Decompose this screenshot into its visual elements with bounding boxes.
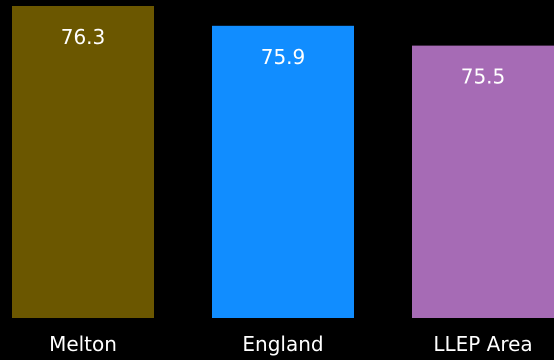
value-label-llep-area: 75.5 (461, 65, 506, 89)
category-label-melton: Melton (49, 332, 117, 356)
category-label-england: England (242, 332, 323, 356)
value-label-england: 75.9 (261, 45, 306, 69)
bar-melton (12, 6, 154, 318)
bar-england (212, 26, 354, 318)
category-label-llep-area: LLEP Area (433, 332, 532, 356)
category-labels-layer: Melton England LLEP Area (49, 332, 533, 356)
value-label-melton: 76.3 (61, 25, 106, 49)
